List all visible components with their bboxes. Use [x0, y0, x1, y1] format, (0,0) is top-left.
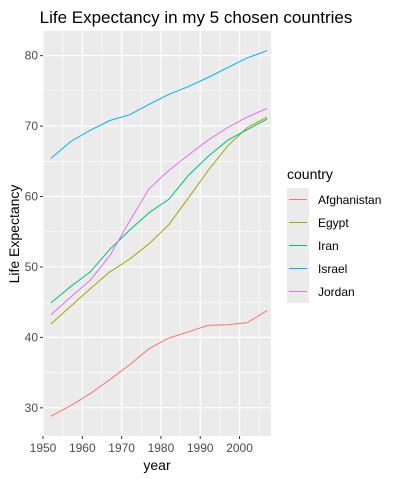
- series-line-jordan: [50, 108, 268, 316]
- series-line-israel: [50, 50, 268, 159]
- x-axis-title: year: [143, 457, 171, 473]
- y-tick-label: 30: [25, 401, 39, 415]
- x-axis: 1950 1960 1970 1980 1990 2000: [30, 436, 253, 455]
- legend-title: country: [287, 166, 333, 182]
- series-line-egypt: [50, 116, 268, 325]
- y-tick-label: 60: [25, 190, 39, 204]
- x-tick-label: 1950: [30, 441, 57, 455]
- x-tick-label: 1960: [69, 441, 96, 455]
- legend-label: Egypt: [318, 216, 349, 230]
- series-lines: [50, 50, 268, 417]
- chart-title: Life Expectancy in my 5 chosen countries: [40, 8, 353, 27]
- y-tick-label: 70: [25, 119, 39, 133]
- legend-label: Iran: [318, 239, 339, 253]
- x-tick-label: 1980: [148, 441, 175, 455]
- legend-label: Afghanistan: [318, 193, 381, 207]
- y-axis-title: Life Expectancy: [6, 185, 22, 284]
- plot-panel: [43, 31, 271, 436]
- series-line-afghanistan: [50, 310, 268, 417]
- legend-label: Israel: [318, 262, 347, 276]
- y-axis: 30 40 50 60 70 80: [25, 49, 43, 415]
- legend: country Afghanistan Egypt Iran Israel Jordan: [287, 166, 381, 303]
- x-tick-label: 1970: [108, 441, 135, 455]
- x-tick-label: 1990: [187, 441, 214, 455]
- legend-label: Jordan: [318, 285, 355, 299]
- series-line-iran: [50, 118, 268, 304]
- y-tick-label: 50: [25, 260, 39, 274]
- x-tick-label: 2000: [226, 441, 253, 455]
- grid: [42, 31, 271, 436]
- y-tick-label: 80: [25, 49, 39, 63]
- y-tick-label: 40: [25, 330, 39, 344]
